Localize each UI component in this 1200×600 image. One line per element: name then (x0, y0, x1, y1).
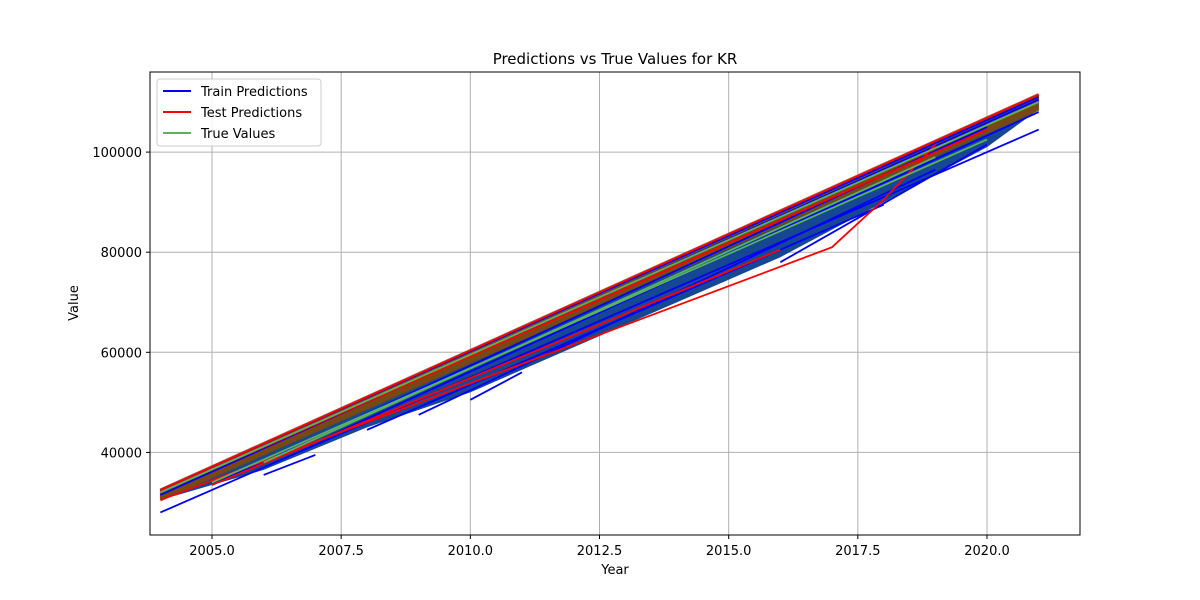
series-line-segment (159, 128, 1040, 514)
series-line-segment (159, 101, 1040, 494)
legend-box (156, 78, 322, 147)
x-tick-label: 2015.0 (706, 544, 752, 559)
legend-label: Test Predictions (200, 106, 302, 121)
legend-label: Train Predictions (200, 85, 308, 100)
y-axis: 40000 60000 80000 100000 (92, 146, 150, 461)
x-tick-label: 2017.5 (835, 544, 881, 559)
plot-frame (149, 71, 1081, 536)
overlap-band-stripe (159, 108, 1040, 502)
y-tick-label: 100000 (92, 146, 142, 161)
y-tick-label: 60000 (101, 346, 142, 361)
legend: Train Predictions Test Predictions True Va… (156, 78, 322, 147)
y-tick-label: 40000 (101, 446, 142, 461)
y-axis-label: Value (67, 285, 82, 321)
series-line-segment (159, 93, 1040, 491)
plot-area (149, 71, 1081, 536)
series-line-segment (211, 248, 781, 486)
chart-title: Predictions vs True Values for KR (493, 50, 738, 68)
x-axis-label: Year (600, 563, 629, 578)
y-tick-label: 80000 (101, 246, 142, 261)
series-line-segment (160, 143, 936, 501)
series-true-values (159, 101, 1040, 494)
series-line-segment (779, 143, 988, 263)
series-lines (159, 93, 1040, 514)
x-tick-label: 2005.0 (189, 544, 235, 559)
x-axis: 2005.0 2007.5 2010.0 2012.5 2015.0 2017.5 2020… (189, 535, 1010, 559)
series-line-segment (263, 156, 936, 464)
x-tick-label: 2007.5 (318, 544, 364, 559)
series-line-segment (469, 371, 523, 401)
legend-label: True Values (200, 127, 275, 142)
x-tick-label: 2010.0 (448, 544, 494, 559)
series-line-segment (211, 138, 988, 484)
series-line-segment (263, 454, 316, 476)
x-tick-label: 2012.5 (577, 544, 623, 559)
x-tick-label: 2020.0 (964, 544, 1010, 559)
